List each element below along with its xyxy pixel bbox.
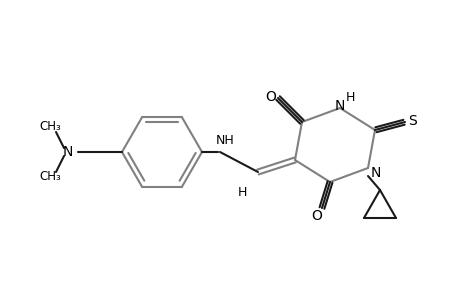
Text: O: O	[265, 90, 276, 104]
Text: O: O	[311, 209, 322, 223]
Text: N: N	[63, 145, 73, 159]
Text: N: N	[370, 166, 381, 180]
Text: CH₃: CH₃	[39, 121, 61, 134]
Text: S: S	[408, 114, 416, 128]
Text: H: H	[345, 91, 354, 103]
Text: NH: NH	[215, 134, 234, 146]
Text: H: H	[237, 185, 246, 199]
Text: CH₃: CH₃	[39, 170, 61, 184]
Text: N: N	[334, 99, 344, 113]
